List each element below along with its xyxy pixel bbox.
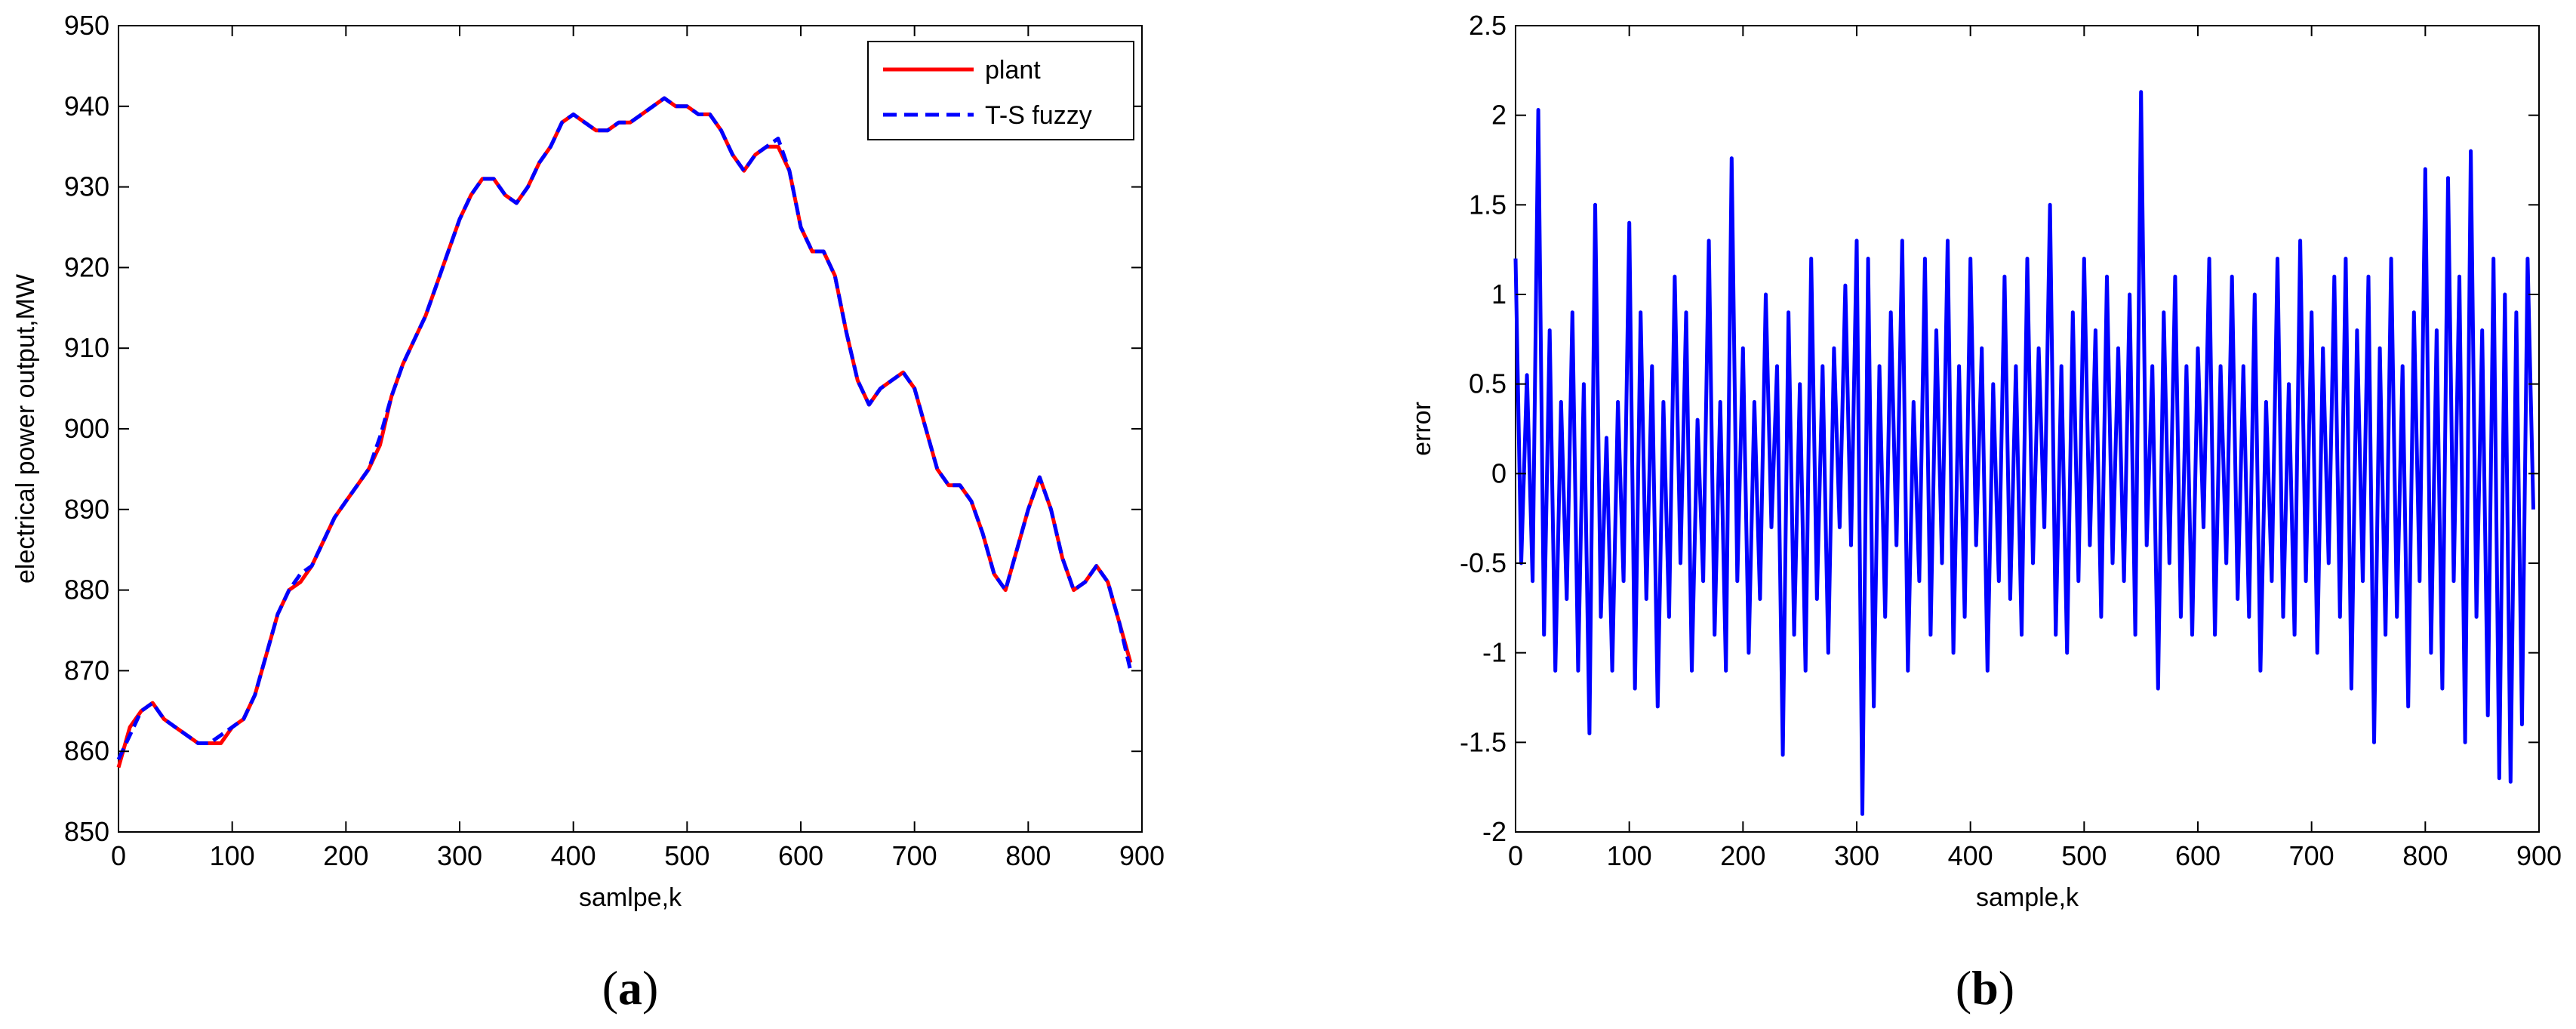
y-tick-label: 880	[64, 575, 109, 605]
legend-label-ts-fuzzy: T-S fuzzy	[985, 101, 1092, 130]
y-tick-label: 890	[64, 494, 109, 525]
y-tick-label: 900	[64, 413, 109, 444]
series-group-b	[1513, 90, 2535, 816]
x-tick-label: 600	[778, 840, 823, 871]
y-tick-label: 2	[1491, 100, 1507, 131]
y-tick-label: 860	[64, 735, 109, 766]
x-tick-label: 200	[1720, 840, 1765, 871]
x-tick-label: 900	[2516, 840, 2562, 871]
x-tick-label: 100	[210, 840, 255, 871]
x-tick-label: 500	[664, 840, 709, 871]
x-tick-label: 800	[2402, 840, 2448, 871]
panel-label-a: (a)	[602, 961, 659, 1015]
y-tick-label: 920	[64, 251, 109, 282]
plot-area-a	[118, 25, 1143, 833]
x-tick-label: 0	[111, 840, 126, 871]
y-tick-label: 910	[64, 332, 109, 363]
y-axis-label-b: error	[1408, 402, 1436, 456]
legend-box	[867, 41, 1134, 140]
chart-panel-a: 0 100 200 300 400 500 600 700 800 900 850 860 870 880…	[11, 10, 1165, 1015]
y-tick-label: -0.5	[1460, 547, 1507, 578]
y-tick-label: 930	[64, 171, 109, 202]
x-tick-label: 500	[2061, 840, 2107, 871]
x-tick-label: 800	[1005, 840, 1051, 871]
legend-label-plant: plant	[985, 56, 1041, 85]
plot-area-b	[1515, 25, 2540, 833]
y-tick-label: 1	[1491, 279, 1507, 310]
x-tick-label: 900	[1119, 840, 1165, 871]
series-line-t-s-fuzzy	[116, 96, 1133, 760]
y-tick-label: 0	[1491, 458, 1507, 488]
x-tick-label: 600	[2175, 840, 2221, 871]
x-axis-label-a: samlpe,k	[579, 883, 682, 912]
y-tick-label: 940	[64, 91, 109, 122]
y-tick-label: -1.5	[1460, 726, 1507, 757]
chart-panel-b: 0 100 200 300 400 500 600 700 800 900 -2 -1.5 -1 -0.5…	[1408, 10, 2562, 1015]
y-tick-label: 950	[64, 10, 109, 41]
y-tick-label: 0.5	[1469, 368, 1507, 399]
y-tick-label: 2.5	[1469, 10, 1507, 41]
y-tick-label: 850	[64, 816, 109, 847]
y-axis-label-a: electrical power output,MW	[11, 274, 40, 584]
y-tick-label: 870	[64, 655, 109, 685]
ticks-b: 0 100 200 300 400 500 600 700 800 900 -2 -1.5 -1 -0.5…	[1460, 10, 2562, 871]
x-axis-label-b: sample,k	[1976, 883, 2079, 912]
ticks-a: 0 100 200 300 400 500 600 700 800 900 850 860 870 880…	[64, 10, 1165, 871]
x-tick-label: 0	[1508, 840, 1523, 871]
x-tick-label: 700	[2289, 840, 2334, 871]
x-tick-label: 100	[1607, 840, 1652, 871]
x-tick-label: 300	[437, 840, 482, 871]
x-tick-label: 300	[1834, 840, 1879, 871]
y-tick-label: -2	[1482, 816, 1507, 847]
x-tick-label: 700	[892, 840, 937, 871]
y-tick-label: -1	[1482, 637, 1507, 668]
series-group-a	[116, 96, 1133, 769]
series-line-error	[1513, 90, 2535, 816]
x-tick-label: 400	[1948, 840, 1993, 871]
x-tick-label: 200	[323, 840, 368, 871]
y-tick-label: 1.5	[1469, 189, 1507, 220]
panel-label-b: (b)	[1956, 961, 2014, 1015]
legend-a: plant T-S fuzzy	[867, 41, 1134, 140]
x-tick-label: 400	[551, 840, 596, 871]
